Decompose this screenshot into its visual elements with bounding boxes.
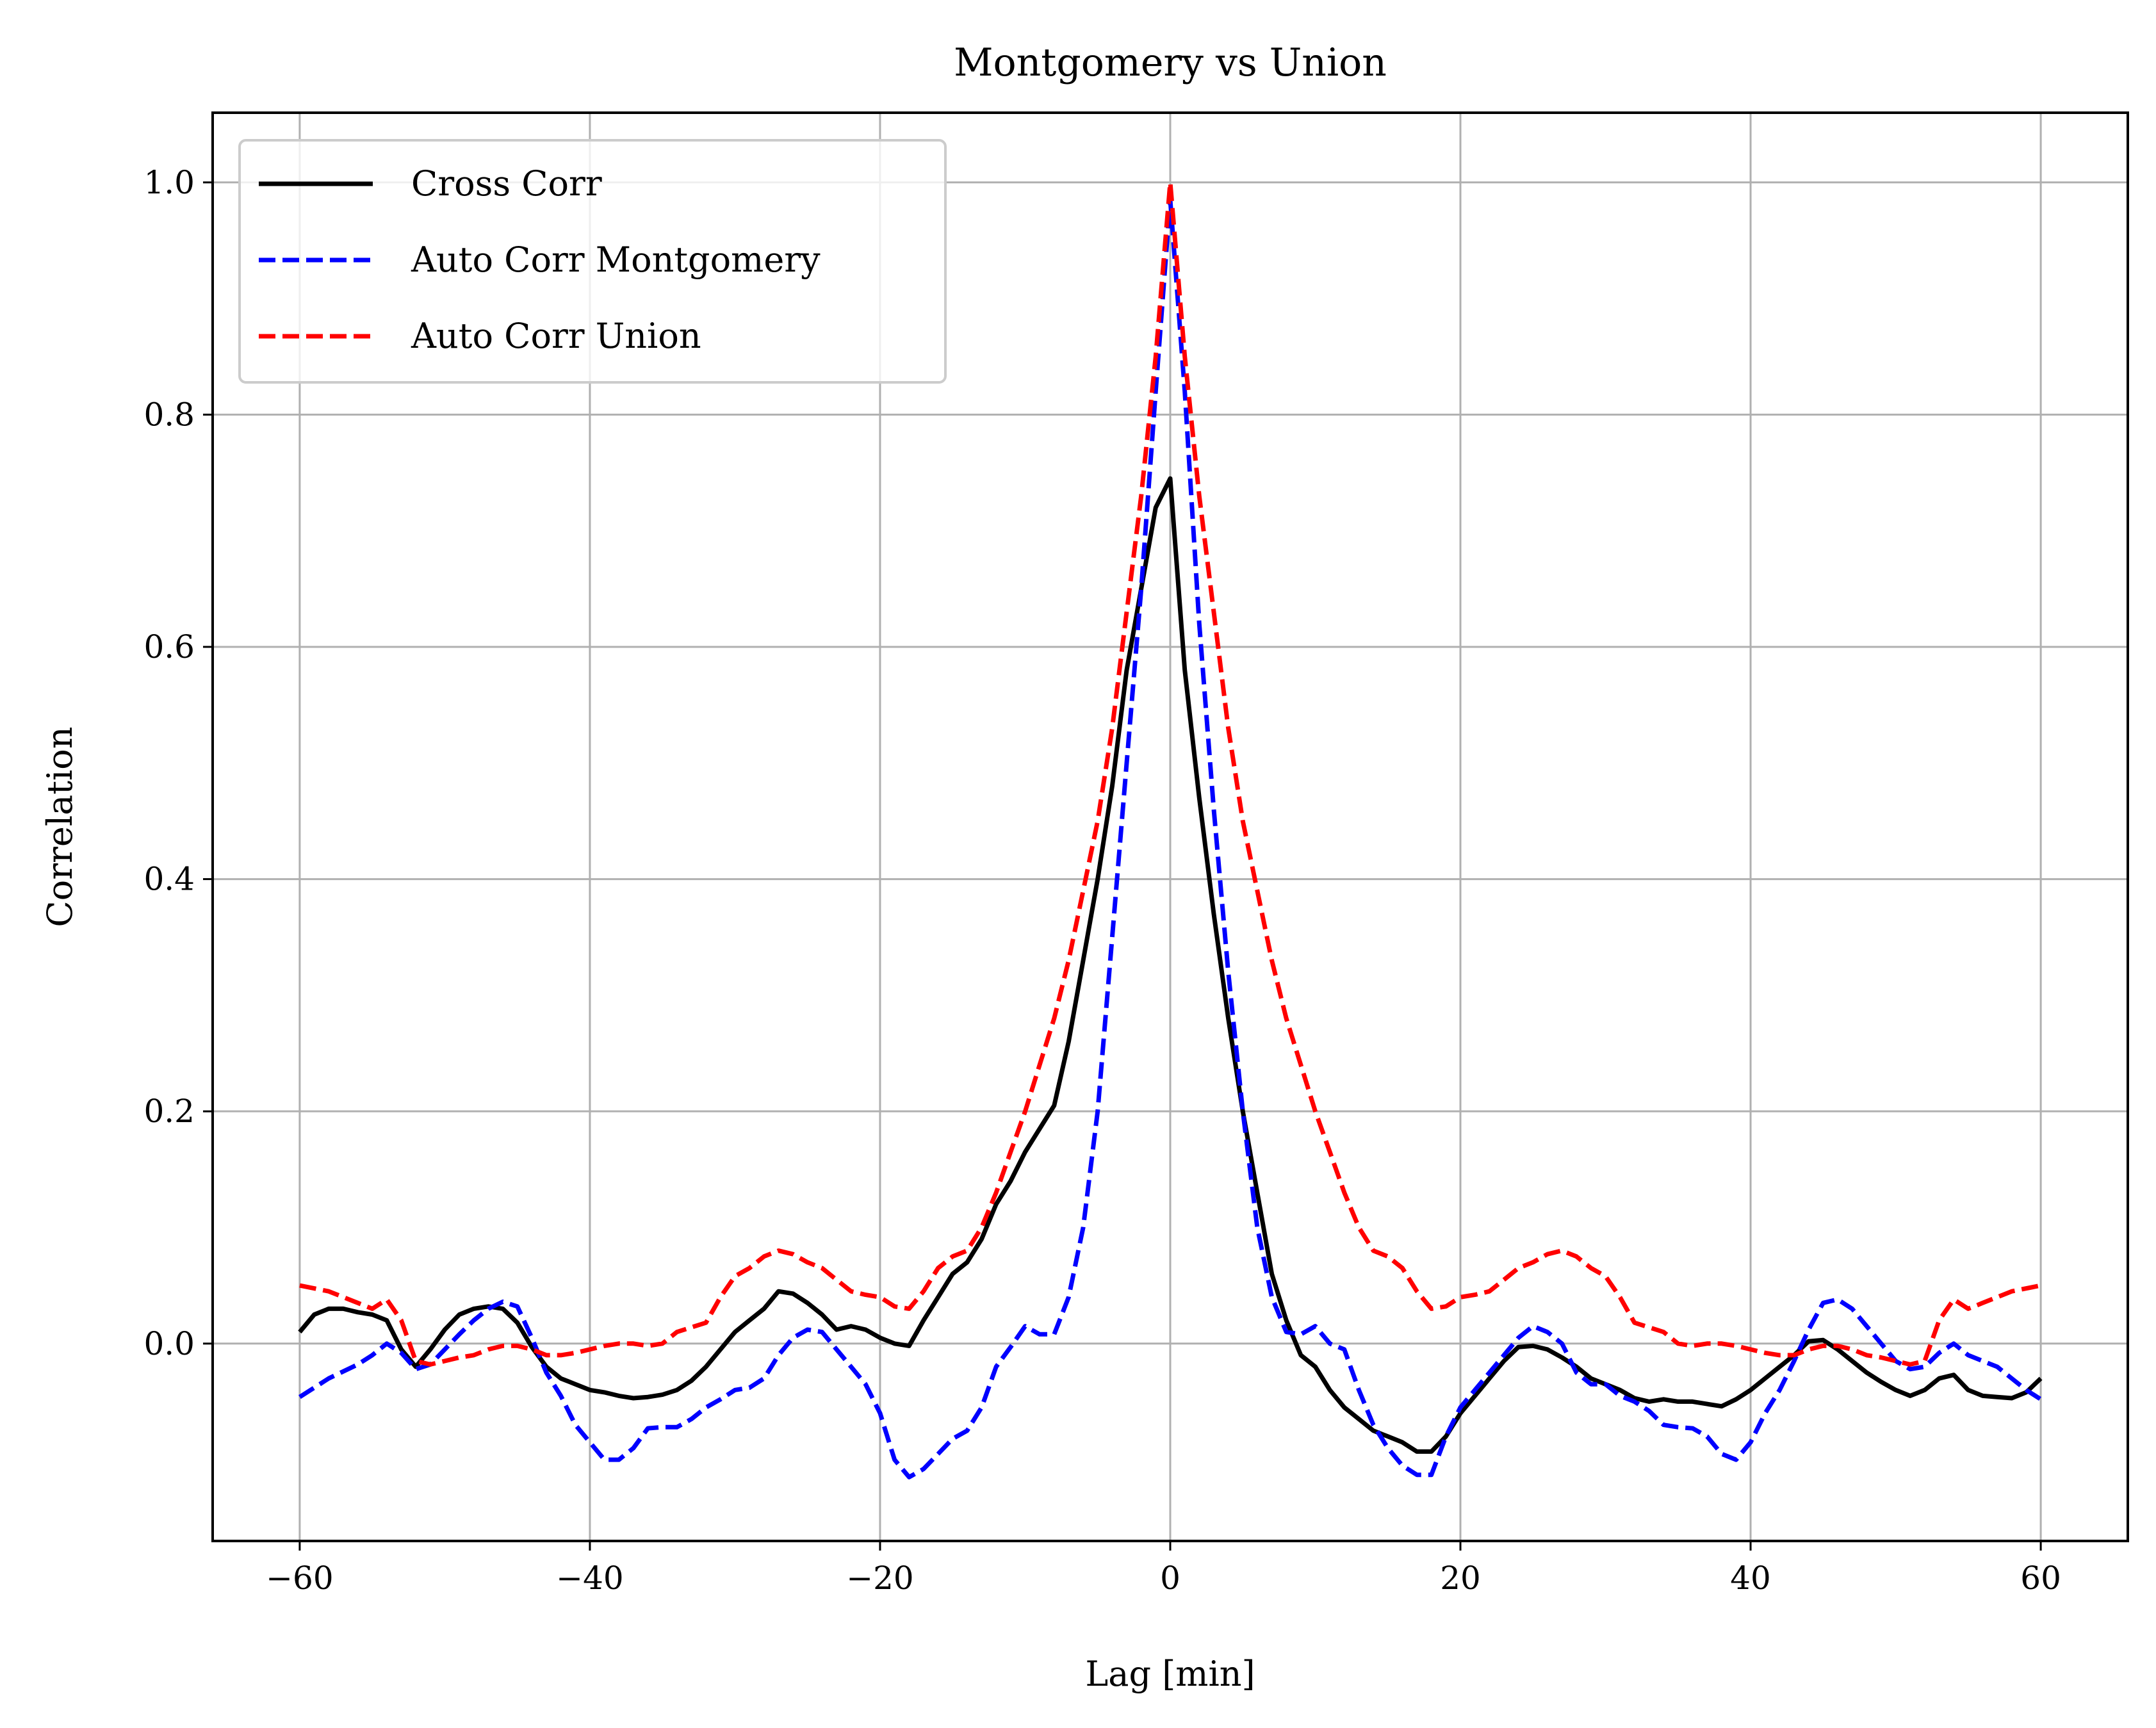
x-tick-label: 0 xyxy=(1160,1560,1180,1597)
y-tick-label: 0.0 xyxy=(143,1325,195,1362)
legend-label-auto-corr-union: Auto Corr Union xyxy=(411,316,701,356)
x-tick-label: 40 xyxy=(1730,1560,1771,1597)
x-tick-label: −60 xyxy=(266,1560,334,1597)
series-lines xyxy=(298,180,2043,1479)
x-tick-label: 20 xyxy=(1440,1560,1481,1597)
y-tick-label: 1.0 xyxy=(143,164,195,201)
x-tick-label: −40 xyxy=(556,1560,624,1597)
legend-label-cross-corr: Cross Corr xyxy=(411,163,602,204)
y-tick-label: 0.4 xyxy=(143,861,195,898)
y-tick-label: 0.6 xyxy=(143,628,195,665)
legend-box xyxy=(238,139,947,384)
chart-title: Montgomery vs Union xyxy=(954,40,1387,85)
x-tick-label: 60 xyxy=(2020,1560,2061,1597)
y-axis-title: Correlation xyxy=(40,726,80,927)
y-tick-label: 0.8 xyxy=(143,396,195,433)
x-tick-label: −20 xyxy=(846,1560,914,1597)
x-axis-title: Lag [min] xyxy=(1085,1654,1255,1694)
series-line-auto-corr-union xyxy=(299,180,2041,1367)
legend-label-auto-corr-montgomery: Auto Corr Montgomery xyxy=(411,240,821,280)
legend: Cross Corr Auto Corr Montgomery Auto Corr … xyxy=(238,139,947,384)
series-line-cross-corr xyxy=(298,476,2043,1454)
axis-ticks: −60 −40 −20 0 20 40 60 0.0 0.2 0.4 0.6 0.8 1.0 xyxy=(143,164,2061,1597)
series-line-auto-corr-montgomery xyxy=(298,197,2042,1479)
y-tick-label: 0.2 xyxy=(143,1093,195,1130)
